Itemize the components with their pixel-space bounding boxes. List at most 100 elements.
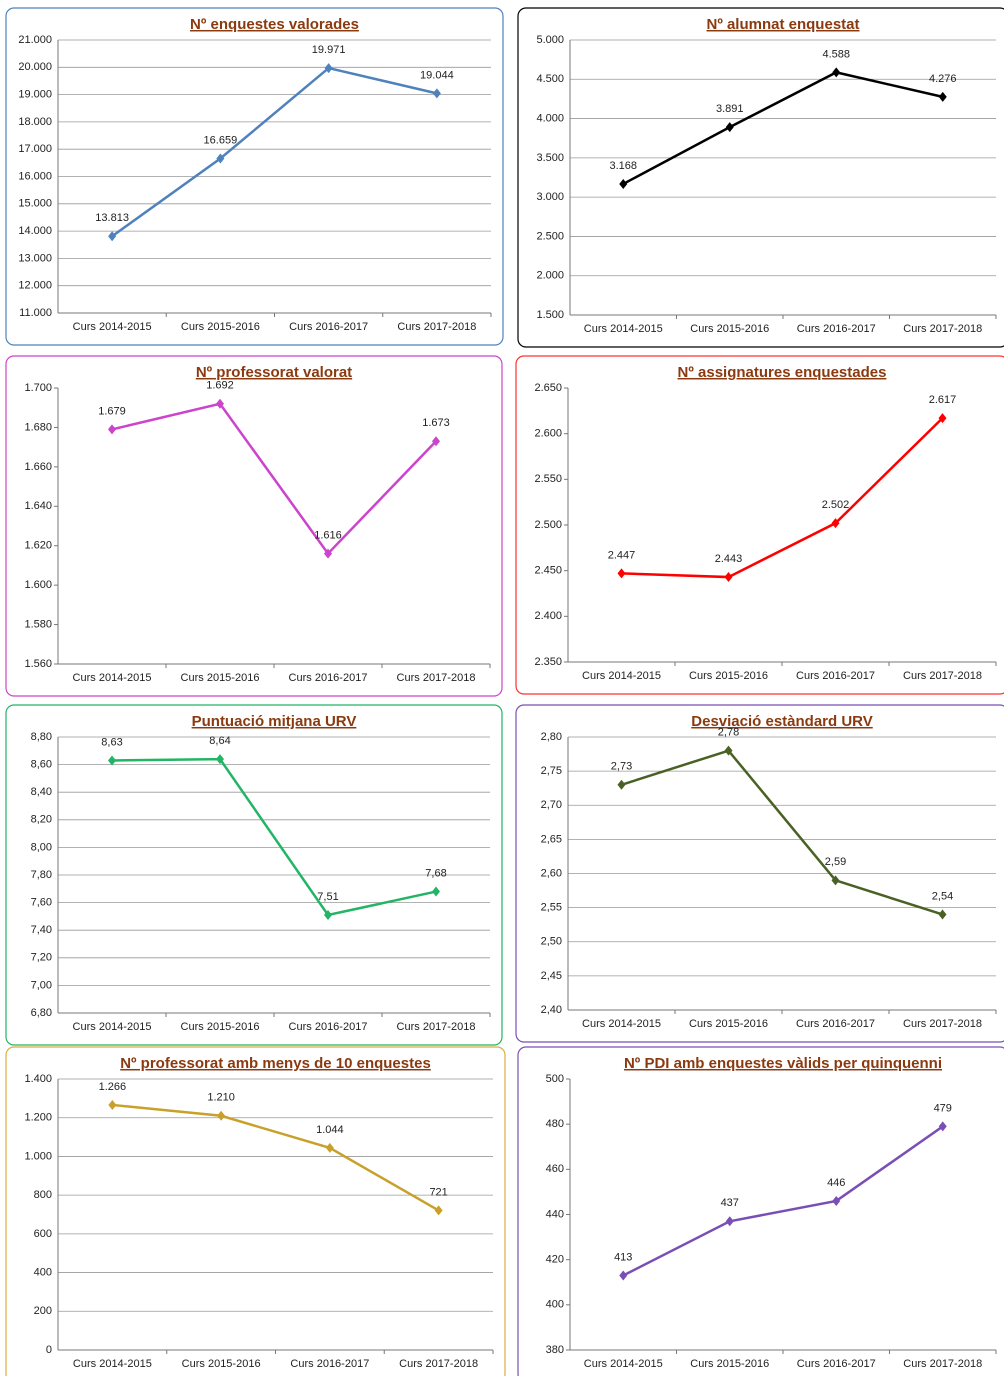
panel	[515, 355, 1004, 695]
y-tick-label: 1.660	[24, 461, 52, 473]
data-label: 16.659	[204, 134, 238, 146]
panel	[5, 355, 503, 697]
x-tick-label: Curs 2015-2016	[181, 672, 260, 684]
x-tick-label: Curs 2015-2016	[182, 1358, 261, 1370]
y-tick-label: 15.000	[18, 198, 52, 210]
y-tick-label: 8,40	[31, 786, 52, 798]
y-tick-label: 18.000	[18, 116, 52, 128]
data-label: 2,59	[825, 856, 846, 868]
x-tick-label: Curs 2014-2015	[73, 1021, 152, 1033]
data-label: 3.891	[716, 103, 744, 115]
data-label: 1.679	[98, 405, 126, 417]
data-label: 2,54	[932, 890, 953, 902]
chart-title: Nº enquestes valorades	[190, 16, 359, 33]
marker	[432, 88, 441, 99]
x-tick-label: Curs 2017-2018	[903, 323, 982, 335]
y-tick-label: 1.680	[24, 421, 52, 433]
marker	[617, 779, 626, 790]
y-tick-label: 8,60	[31, 759, 52, 771]
y-tick-label: 3.500	[536, 152, 564, 164]
x-tick-label: Curs 2014-2015	[73, 672, 152, 684]
x-tick-label: Curs 2017-2018	[903, 670, 982, 682]
chart-title: Nº PDI amb enquestes vàlids per quinquen…	[624, 1055, 942, 1072]
y-tick-label: 1.620	[24, 540, 52, 552]
y-tick-label: 2,55	[541, 902, 562, 914]
y-tick-label: 2.600	[534, 428, 562, 440]
line	[111, 757, 437, 917]
y-tick-label: 3.000	[536, 191, 564, 203]
data-label: 2.617	[929, 394, 957, 406]
y-tick-label: 2.400	[534, 610, 562, 622]
y-tick-label: 11.000	[19, 307, 52, 319]
data-label: 7,51	[317, 891, 338, 903]
x-tick-label: Curs 2014-2015	[584, 323, 663, 335]
y-tick-label: 1.560	[24, 658, 52, 670]
x-tick-label: Curs 2017-2018	[397, 321, 476, 333]
x-tick-label: Curs 2016-2017	[290, 1358, 369, 1370]
marker	[216, 153, 225, 164]
data-label: 19.971	[312, 44, 346, 56]
line	[621, 417, 944, 579]
y-tick-label: 1.700	[24, 382, 52, 394]
marker	[617, 568, 626, 579]
data-label: 2,73	[611, 761, 632, 773]
y-tick-label: 380	[546, 1344, 564, 1356]
line	[111, 402, 437, 556]
y-tick-label: 2,65	[541, 833, 562, 845]
data-label: 413	[614, 1251, 632, 1263]
line	[621, 749, 943, 916]
y-tick-label: 800	[34, 1189, 52, 1201]
data-label: 1.692	[206, 380, 234, 392]
y-tick-label: 1.500	[536, 309, 564, 321]
x-tick-label: Curs 2014-2015	[584, 1358, 663, 1370]
line	[622, 1125, 944, 1277]
x-tick-label: Curs 2017-2018	[903, 1018, 982, 1030]
data-label: 3.168	[609, 160, 637, 172]
data-label: 19.044	[420, 69, 454, 81]
y-tick-label: 2,45	[541, 970, 562, 982]
y-tick-label: 440	[546, 1208, 564, 1220]
marker	[938, 909, 947, 920]
x-tick-label: Curs 2017-2018	[399, 1358, 478, 1370]
x-tick-label: Curs 2014-2015	[582, 1018, 661, 1030]
data-label: 4.276	[929, 73, 957, 85]
marker	[938, 413, 947, 424]
y-tick-label: 5.000	[536, 34, 564, 46]
marker	[831, 875, 840, 886]
panel	[517, 7, 1004, 348]
marker	[216, 398, 224, 409]
y-tick-label: 2.500	[536, 230, 564, 242]
data-label: 8,64	[209, 735, 230, 747]
y-tick-label: 8,20	[31, 814, 52, 826]
data-label: 1.044	[316, 1124, 344, 1136]
y-tick-label: 200	[34, 1305, 52, 1317]
marker	[725, 122, 734, 133]
x-tick-label: Curs 2016-2017	[796, 670, 875, 682]
y-tick-label: 2.350	[534, 656, 562, 668]
y-tick-label: 2,80	[541, 731, 562, 743]
y-tick-label: 500	[546, 1073, 564, 1085]
data-label: 2.443	[715, 553, 743, 565]
data-label: 1.266	[99, 1081, 127, 1093]
marker	[832, 67, 841, 78]
x-tick-label: Curs 2016-2017	[797, 1358, 876, 1370]
y-tick-label: 2.000	[536, 270, 564, 282]
y-tick-label: 19.000	[18, 89, 52, 101]
marker	[619, 178, 628, 189]
panel	[517, 1046, 1004, 1376]
x-tick-label: Curs 2015-2016	[690, 1358, 769, 1370]
chart-title: Nº alumnat enquestat	[706, 16, 859, 33]
chart-title: Nº assignatures enquestades	[678, 364, 887, 381]
chart-title: Puntuació mitjana URV	[192, 713, 357, 730]
data-label: 13.813	[95, 212, 129, 224]
marker	[619, 1270, 628, 1281]
x-tick-label: Curs 2016-2017	[289, 321, 368, 333]
marker	[434, 1205, 443, 1216]
x-tick-label: Curs 2016-2017	[289, 1021, 368, 1033]
x-tick-label: Curs 2015-2016	[181, 1021, 260, 1033]
x-tick-label: Curs 2017-2018	[397, 672, 476, 684]
y-tick-label: 7,20	[31, 952, 52, 964]
y-tick-label: 4.000	[536, 112, 564, 124]
chart-title: Nº professorat valorat	[196, 364, 352, 381]
y-tick-label: 20.000	[18, 61, 52, 73]
